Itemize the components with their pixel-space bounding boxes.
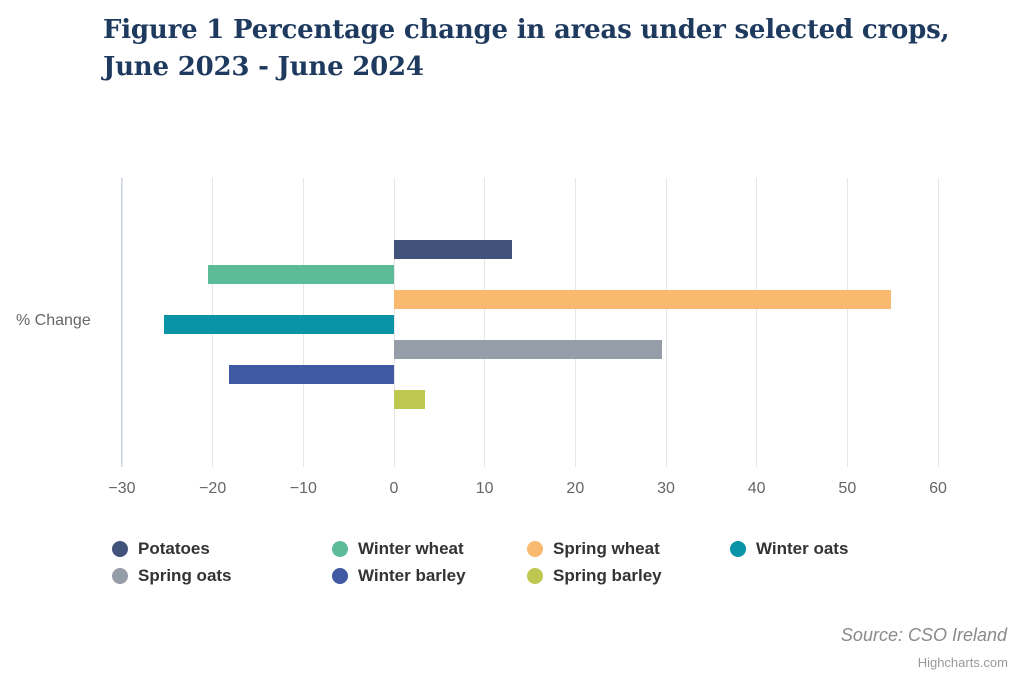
value-axis-tick-label: 60 xyxy=(929,480,947,497)
highcharts-credit-link[interactable]: Highcharts.com xyxy=(917,655,1008,670)
legend-item-winter-barley[interactable]: Winter barley xyxy=(332,565,527,587)
value-axis-tick-label: −20 xyxy=(199,480,227,497)
legend-marker-circle-icon xyxy=(112,568,128,584)
value-axis-tick-label: −30 xyxy=(108,480,136,497)
legend-item-label: Spring oats xyxy=(138,566,232,585)
bar-potatoes[interactable] xyxy=(394,240,512,259)
bar-winter-wheat[interactable] xyxy=(208,265,394,284)
value-axis-tick-label: −10 xyxy=(289,480,317,497)
gridline xyxy=(665,178,667,467)
value-axis-tick-label: 40 xyxy=(747,480,766,497)
category-axis-label: % Change xyxy=(16,312,91,329)
value-axis-tick-label: 20 xyxy=(566,480,585,497)
gridline xyxy=(756,178,758,467)
legend-item-label: Winter wheat xyxy=(358,539,464,558)
bar-spring-oats[interactable] xyxy=(394,340,663,359)
legend-item-potatoes[interactable]: Potatoes xyxy=(112,538,332,560)
legend-marker-circle-icon xyxy=(332,568,348,584)
legend-item-spring-oats[interactable]: Spring oats xyxy=(112,565,332,587)
chart-title-line-1: Figure 1 Percentage change in areas unde… xyxy=(103,15,950,45)
legend-item-spring-wheat[interactable]: Spring wheat xyxy=(527,538,730,560)
category-axis-line xyxy=(121,178,122,467)
value-axis-tick-label: 30 xyxy=(657,480,675,497)
legend-item-label: Spring wheat xyxy=(553,539,660,558)
bar-spring-wheat[interactable] xyxy=(394,290,891,309)
legend-item-winter-oats[interactable]: Winter oats xyxy=(730,538,848,560)
gridline xyxy=(846,178,848,467)
gridline xyxy=(393,178,395,467)
value-axis-tick-label: 50 xyxy=(838,480,857,497)
value-axis-tick-label: 10 xyxy=(475,480,494,497)
gridline xyxy=(937,178,939,467)
gridline xyxy=(574,178,576,467)
legend-item-spring-barley[interactable]: Spring barley xyxy=(527,565,730,587)
gridline xyxy=(121,178,123,467)
legend: Potatoes Winter wheat Spring wheat Winter o… xyxy=(112,538,848,587)
value-axis-tick-labels: −30 −20 −10 0 10 20 30 40 50 60 xyxy=(108,480,946,500)
chart-title: Figure 1 Percentage change in areas unde… xyxy=(103,12,973,86)
legend-item-label: Winter oats xyxy=(756,539,849,558)
legend-item-label: Spring barley xyxy=(553,566,662,585)
legend-marker-circle-icon xyxy=(332,541,348,557)
legend-marker-circle-icon xyxy=(527,568,543,584)
bar-winter-oats[interactable] xyxy=(163,315,394,334)
value-axis-tick-label: 0 xyxy=(389,480,399,497)
chart-title-line-2: June 2023 - June 2024 xyxy=(103,52,424,82)
legend-marker-circle-icon xyxy=(527,541,543,557)
legend-item-label: Winter barley xyxy=(358,566,466,585)
legend-item-winter-wheat[interactable]: Winter wheat xyxy=(332,538,527,560)
legend-marker-circle-icon xyxy=(730,541,746,557)
legend-item-label: Potatoes xyxy=(138,539,210,558)
bar-spring-barley[interactable] xyxy=(394,390,425,409)
plot-area xyxy=(121,178,939,467)
source-caption: Source: CSO Ireland xyxy=(840,625,1007,645)
bar-winter-barley[interactable] xyxy=(228,365,394,384)
legend-marker-circle-icon xyxy=(112,541,128,557)
gridline xyxy=(484,178,486,467)
